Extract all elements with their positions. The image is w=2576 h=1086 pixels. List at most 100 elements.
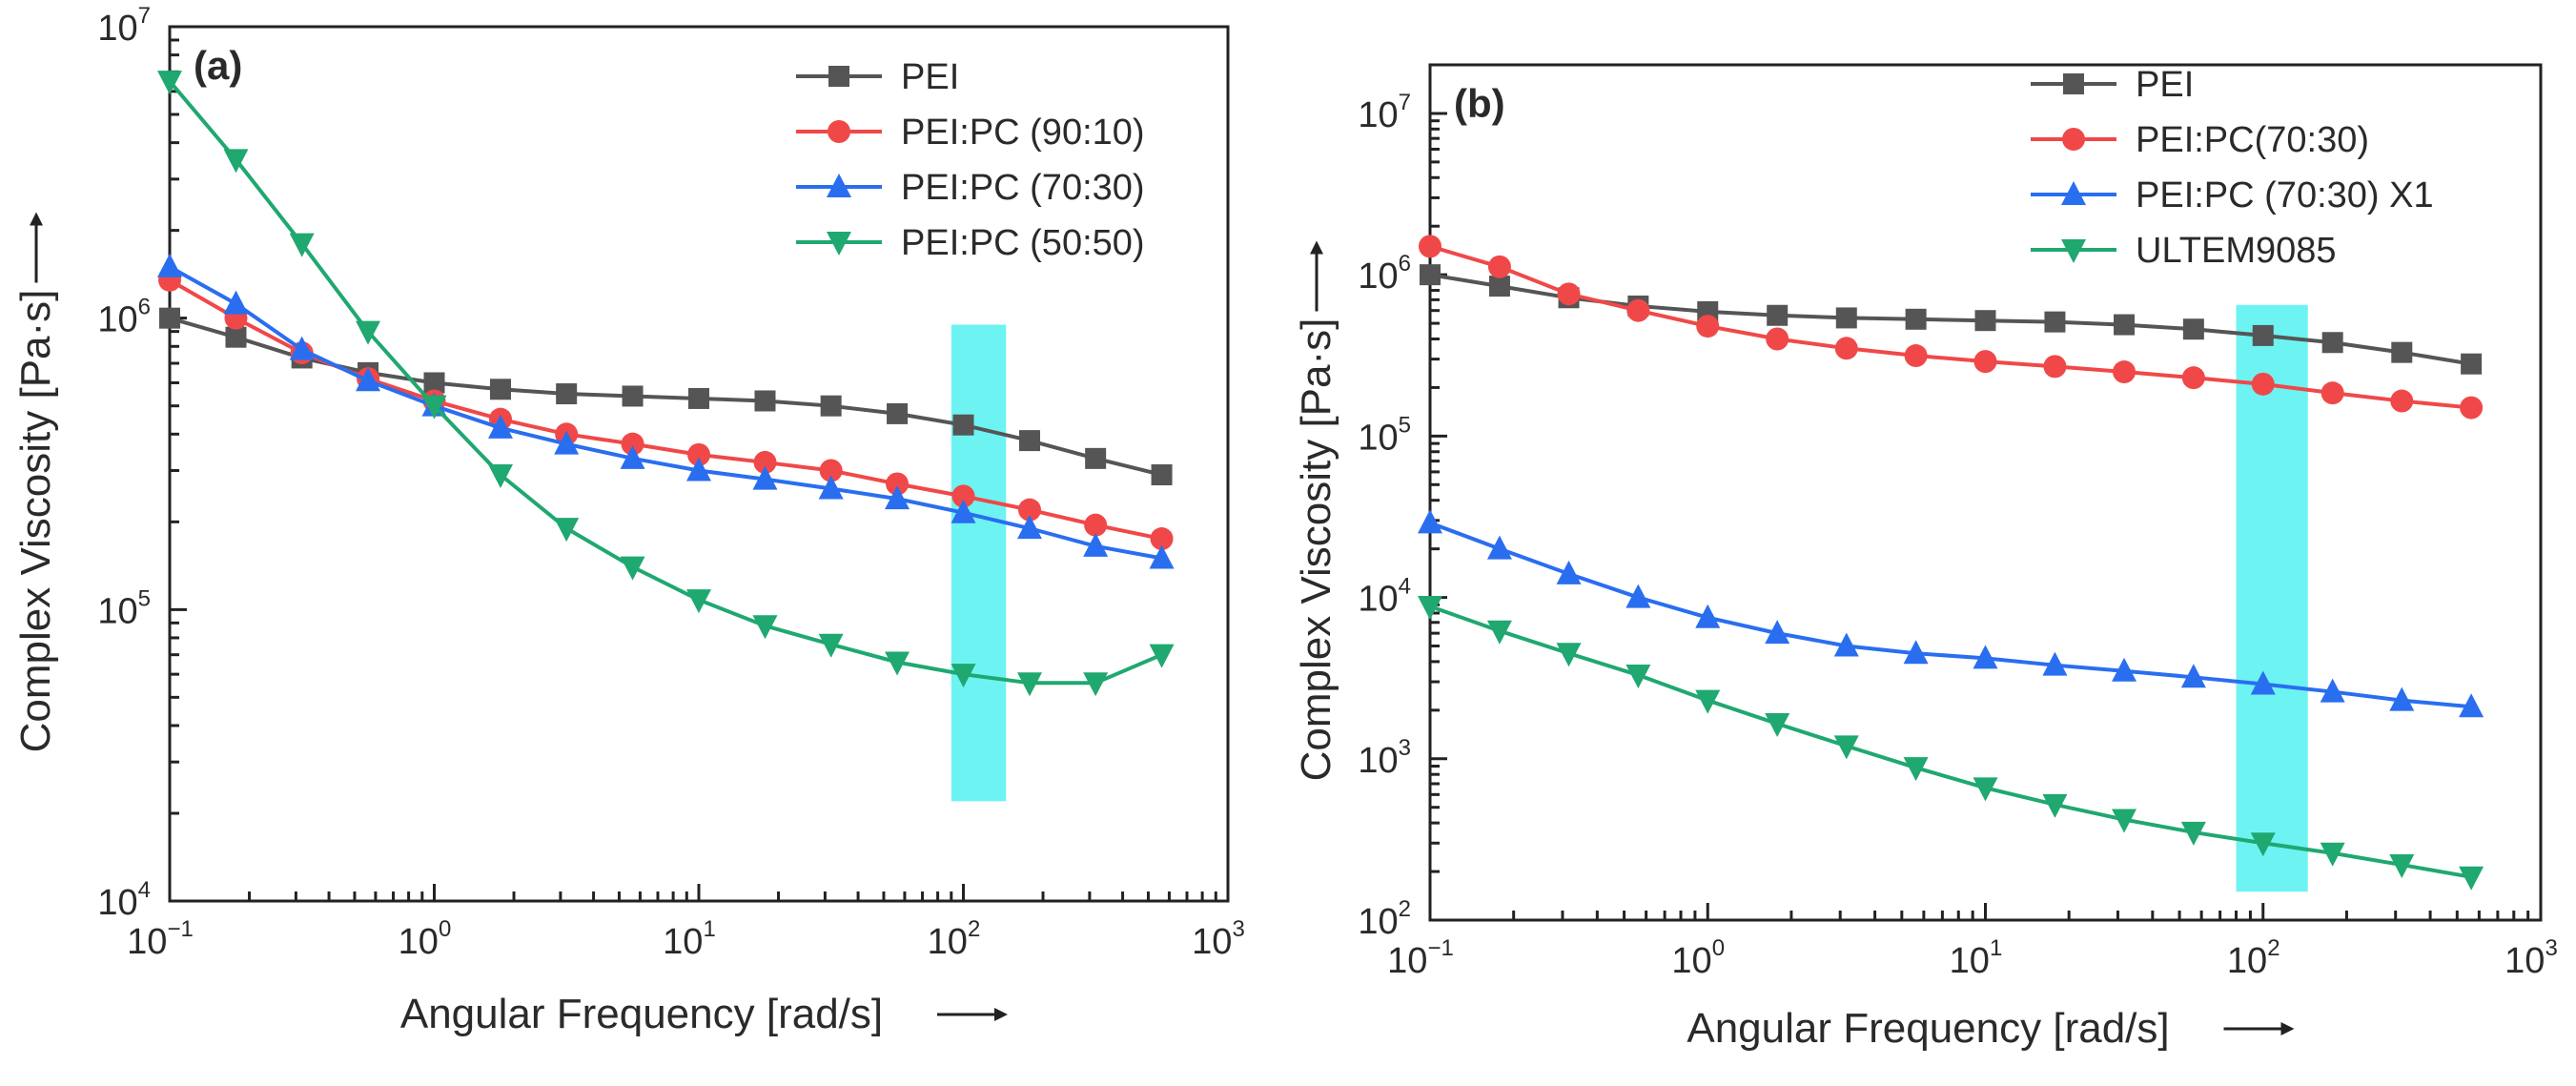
data-point: [2112, 657, 2137, 682]
x-tick-label: 102: [2227, 935, 2280, 981]
data-point: [622, 385, 644, 407]
y-tick-label: 103: [1358, 735, 1411, 781]
data-point: [1833, 632, 1859, 657]
x-tick-label: 100: [399, 916, 452, 962]
data-point: [1083, 532, 1109, 557]
data-point: [554, 518, 580, 543]
y-tick-label: 105: [1358, 412, 1411, 458]
data-point: [1696, 315, 1720, 338]
legend-marker: [827, 174, 851, 197]
y-axis-title: Complex Viscosity [Pa·s]: [12, 290, 59, 753]
legend-label: PEI:PC (70:30): [901, 168, 1145, 208]
data-point: [423, 372, 445, 394]
data-point: [2043, 355, 2067, 379]
data-point: [2180, 821, 2206, 846]
data-point: [489, 379, 511, 400]
y-tick-label: 107: [1358, 90, 1411, 135]
y-tick-label: 105: [97, 585, 151, 631]
data-point: [1419, 235, 1441, 258]
data-point: [556, 383, 578, 405]
data-point: [2251, 372, 2275, 396]
data-point: [620, 444, 645, 469]
x-tick-label: 103: [2504, 935, 2558, 981]
data-point: [1016, 515, 1042, 540]
data-point: [2112, 809, 2137, 833]
x-axis-title: Angular Frequency [rad/s]: [400, 991, 883, 1037]
data-point: [2114, 314, 2136, 336]
data-point: [1903, 640, 1929, 665]
series-line-1: [1429, 273, 2472, 366]
data-point: [1150, 527, 1174, 551]
data-point: [289, 336, 315, 360]
data-point: [2460, 396, 2484, 420]
data-point: [1835, 307, 1857, 329]
legend-label: PEI: [2136, 65, 2194, 105]
legend-label: PEI: [901, 57, 959, 97]
data-point: [752, 615, 778, 640]
data-point: [1418, 595, 1442, 620]
data-point: [818, 475, 844, 500]
data-point: [885, 485, 910, 510]
plot-frame: [168, 25, 1230, 903]
y-tick-label: 106: [1358, 251, 1411, 297]
data-point: [223, 149, 249, 174]
data-point: [421, 395, 447, 420]
data-point: [1420, 264, 1441, 286]
data-point: [2044, 311, 2066, 333]
x-tick-label: 101: [1950, 935, 2003, 981]
data-point: [1018, 430, 1040, 452]
x-tick-label: 10−1: [1387, 935, 1454, 981]
data-point: [223, 290, 249, 315]
legend-label: PEI:PC(70:30): [2136, 120, 2369, 160]
x-tick-label: 103: [1192, 916, 1245, 962]
data-point: [1973, 350, 1997, 374]
data-point: [2459, 693, 2484, 718]
data-point: [157, 71, 182, 95]
data-point: [1557, 282, 1581, 306]
y-tick-label: 102: [1358, 896, 1411, 942]
panel-label: (a): [194, 43, 242, 88]
series-line-4: [168, 79, 1163, 686]
data-point: [688, 387, 709, 409]
data-point: [752, 465, 778, 490]
data-point: [1695, 689, 1721, 714]
data-point: [886, 472, 910, 496]
data-point: [1149, 544, 1175, 569]
data-point: [2391, 341, 2413, 363]
data-point: [1151, 463, 1173, 485]
data-point: [2181, 366, 2205, 390]
legend-marker: [2061, 239, 2086, 263]
data-point: [157, 253, 182, 277]
data-point: [2250, 832, 2276, 857]
data-point: [1625, 584, 1651, 608]
series-line-4: [1429, 604, 2472, 879]
series-line-3: [169, 265, 1162, 561]
data-point: [1556, 643, 1582, 667]
data-point: [1625, 665, 1651, 689]
data-point: [1083, 672, 1109, 697]
data-point: [487, 414, 513, 439]
data-point: [2320, 678, 2345, 703]
data-point: [818, 633, 844, 658]
data-point: [1903, 757, 1929, 782]
data-point: [289, 233, 315, 257]
data-point: [1765, 712, 1790, 737]
legend-label: PEI:PC (50:50): [901, 223, 1145, 263]
panel-a: 10−1 100 101 102 103 104 105 106 107 PEI PEI:PC (9…: [12, 3, 1245, 1037]
data-point: [356, 320, 381, 345]
data-point: [951, 484, 975, 508]
x-tick-label: 10−1: [127, 916, 194, 962]
data-point: [754, 390, 776, 412]
data-point: [1084, 513, 1108, 537]
data-point: [2182, 318, 2204, 340]
x-tick-label: 101: [663, 916, 716, 962]
data-point: [2320, 842, 2345, 867]
data-point: [1766, 327, 1789, 351]
data-point: [686, 457, 711, 482]
data-point: [225, 326, 247, 348]
x-tick-label: 102: [928, 916, 981, 962]
panel-b: 10−1 100 101 102 103 102 103 104 105 106 107 PEI PEI…: [1293, 63, 2558, 1052]
data-point: [1695, 604, 1721, 628]
legend-label: ULTEM9085: [2136, 231, 2337, 271]
